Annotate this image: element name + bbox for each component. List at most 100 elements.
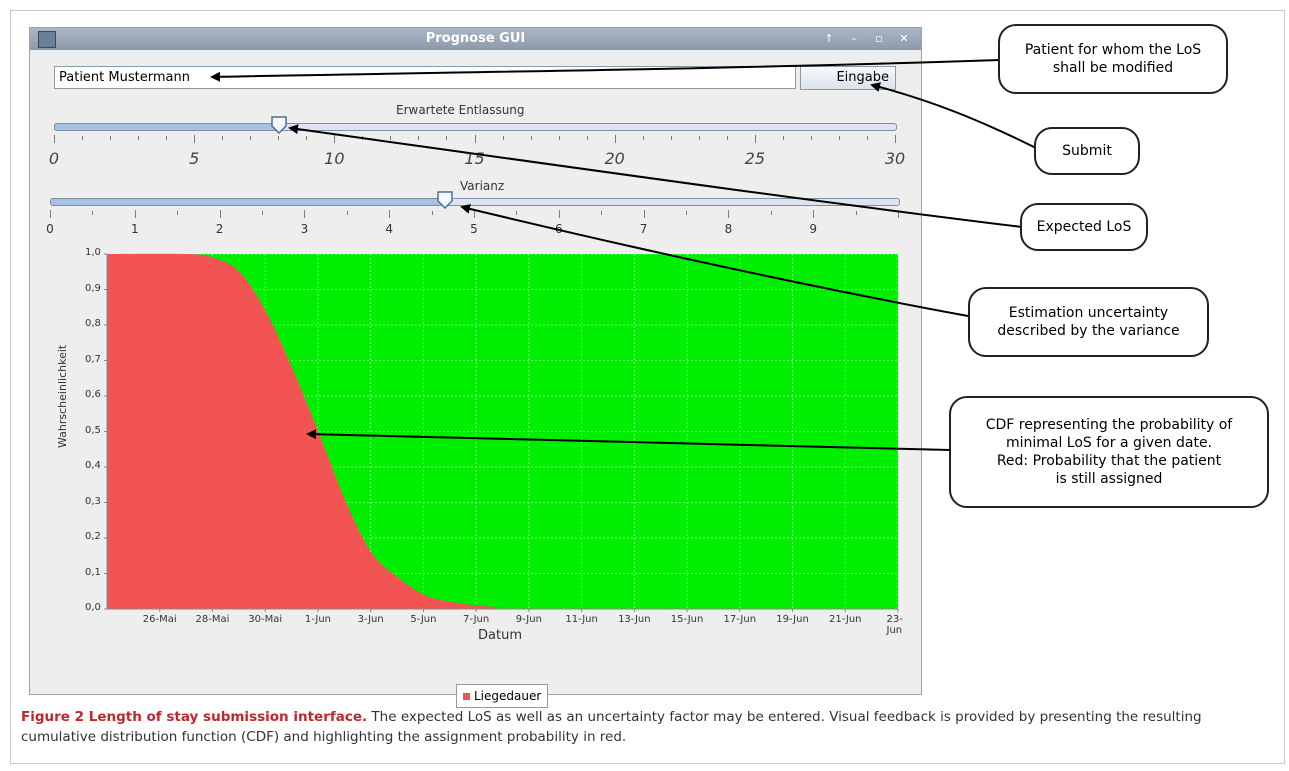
- x-tick-label: 21-Jun: [829, 614, 862, 625]
- y-tick-label: 0,8: [85, 318, 101, 329]
- slider-los-minor-tick: [502, 136, 504, 140]
- slider-los-minor-tick: [138, 136, 140, 140]
- slider-los-minor-tick: [558, 136, 560, 140]
- slider-var-tick-label: 2: [215, 222, 224, 236]
- slider-los-tick-label: 30: [884, 149, 906, 168]
- slider-var-thumb[interactable]: [437, 191, 453, 209]
- slider-los-minor-tick: [838, 136, 840, 140]
- slider-los-minor-tick: [698, 136, 700, 140]
- move-up-icon[interactable]: ↑: [824, 32, 834, 45]
- x-tick-label: 3-Jun: [357, 614, 384, 625]
- close-icon[interactable]: ✕: [899, 32, 909, 45]
- x-tick-label: 13-Jun: [618, 614, 651, 625]
- slider-los-minor-tick: [810, 136, 812, 140]
- arrow-expected: [288, 124, 1023, 228]
- slider-los-minor-tick: [306, 136, 308, 140]
- slider-var-tick-label: 5: [470, 222, 478, 236]
- slider-los-minor-tick: [278, 136, 280, 140]
- slider-los-minor-tick: [726, 136, 728, 140]
- y-tick-label: 0,5: [85, 424, 101, 436]
- slider-los-minor-tick: [782, 136, 784, 140]
- x-tick-label: 11-Jun: [565, 614, 598, 625]
- x-tick-label: 9-Jun: [515, 614, 542, 625]
- slider-los-minor-tick: [670, 136, 672, 140]
- callout-expected: Expected LoS: [1020, 203, 1148, 251]
- slider-los-label: Erwartete Entlassung: [396, 103, 525, 117]
- slider-los-minor-tick: [110, 136, 112, 140]
- cdf-chart: [104, 253, 899, 612]
- slider-var-major-tick: [50, 210, 51, 218]
- x-tick-label: 23-Jun: [886, 614, 903, 636]
- maximize-icon[interactable]: ▫: [875, 32, 883, 45]
- x-tick-label: 30-Mai: [248, 614, 283, 625]
- x-tick-label: 5-Jun: [410, 614, 437, 625]
- series-liegedauer-area: [107, 253, 898, 609]
- slider-var-major-tick: [134, 210, 136, 218]
- x-axis-title: Datum: [478, 628, 522, 643]
- chart-legend: Liegedauer: [456, 684, 548, 708]
- x-tick-label: 1-Jun: [304, 614, 331, 625]
- slider-var-minor-tick: [262, 211, 263, 215]
- slider-los-tick-label: 0: [48, 149, 60, 168]
- prognose-window: Prognose GUI ↑ – ▫ ✕ Eingabe Erwartete E…: [29, 27, 922, 708]
- annotation-arrows: [210, 59, 1041, 451]
- slider-los-minor-tick: [418, 136, 420, 140]
- callout-cdf: CDF representing the probability of mini…: [949, 396, 1269, 508]
- app-icon: [38, 31, 56, 48]
- slider-var-minor-tick: [431, 211, 433, 215]
- patient-input[interactable]: [54, 66, 796, 89]
- figure-caption: Figure 2 Length of stay submission inter…: [21, 707, 1271, 747]
- slider-var-label: Varianz: [460, 179, 505, 193]
- legend-swatch-icon: [463, 693, 470, 700]
- slider-los-minor-tick: [166, 136, 168, 140]
- submit-button[interactable]: Eingabe: [800, 66, 896, 90]
- slider-los-minor-tick: [446, 136, 448, 140]
- callout-uncertainty: Estimation uncertainty described by the …: [968, 287, 1209, 357]
- slider-var-major-tick: [813, 210, 815, 218]
- slider-los-tick-label: 10: [324, 149, 345, 168]
- slider-var-major-tick: [474, 210, 475, 218]
- slider-var-major-tick: [643, 210, 645, 218]
- slider-los-major-tick: [334, 135, 336, 143]
- slider-var-tick-label: 3: [300, 222, 309, 236]
- window-title: Prognose GUI: [425, 31, 526, 46]
- caption-title: Figure 2 Length of stay submission inter…: [21, 709, 368, 725]
- y-tick-label: 0,4: [85, 460, 101, 471]
- slider-var-minor-tick: [177, 211, 179, 215]
- x-tick-label: 17-Jun: [723, 614, 757, 625]
- minimize-icon[interactable]: –: [851, 32, 857, 45]
- y-tick-label: 0,0: [85, 602, 101, 613]
- slider-los-major-tick: [614, 135, 616, 143]
- y-tick-label: 0,1: [85, 566, 101, 578]
- slider-los-tick-label: 25: [744, 149, 766, 168]
- x-tick-label: 15-Jun: [670, 614, 704, 625]
- y-tick-label: 0,9: [85, 282, 101, 294]
- callout-patient: Patient for whom the LoS shall be modifi…: [998, 24, 1228, 94]
- arrow-uncertainty: [460, 204, 969, 317]
- slider-los-minor-tick: [866, 136, 868, 140]
- y-tick-label: 0,6: [85, 389, 101, 400]
- slider-los-major-tick: [54, 135, 55, 143]
- y-tick-label: 0,3: [85, 495, 101, 507]
- slider-var-tick-label: 9: [809, 222, 818, 236]
- slider-var-minor-tick: [855, 211, 857, 215]
- title-bar[interactable]: Prognose GUI ↑ – ▫ ✕: [30, 28, 921, 50]
- slider-los-thumb[interactable]: [271, 116, 287, 134]
- slider-los-tick-label: 5: [189, 149, 200, 168]
- arrow-submit: [870, 82, 1041, 151]
- slider-var-minor-tick: [601, 211, 603, 215]
- slider-los-minor-tick: [586, 136, 588, 140]
- slider-los-major-tick: [754, 135, 756, 143]
- slider-var-tick-label: 1: [130, 222, 139, 236]
- slider-var-tick-label: 7: [639, 222, 648, 236]
- caption-text: The expected LoS as well as an uncertain…: [21, 709, 1202, 745]
- x-tick-label: 7-Jun: [463, 614, 490, 625]
- slider-var-minor-tick: [770, 211, 772, 215]
- callout-submit: Submit: [1034, 127, 1140, 175]
- slider-var-minor-tick: [346, 211, 348, 215]
- slider-los-major-tick: [194, 135, 196, 143]
- y-tick-label: 0,7: [85, 353, 101, 365]
- slider-los-minor-tick: [642, 136, 644, 140]
- slider-var-major-tick: [728, 210, 730, 218]
- slider-los-minor-tick: [390, 136, 392, 140]
